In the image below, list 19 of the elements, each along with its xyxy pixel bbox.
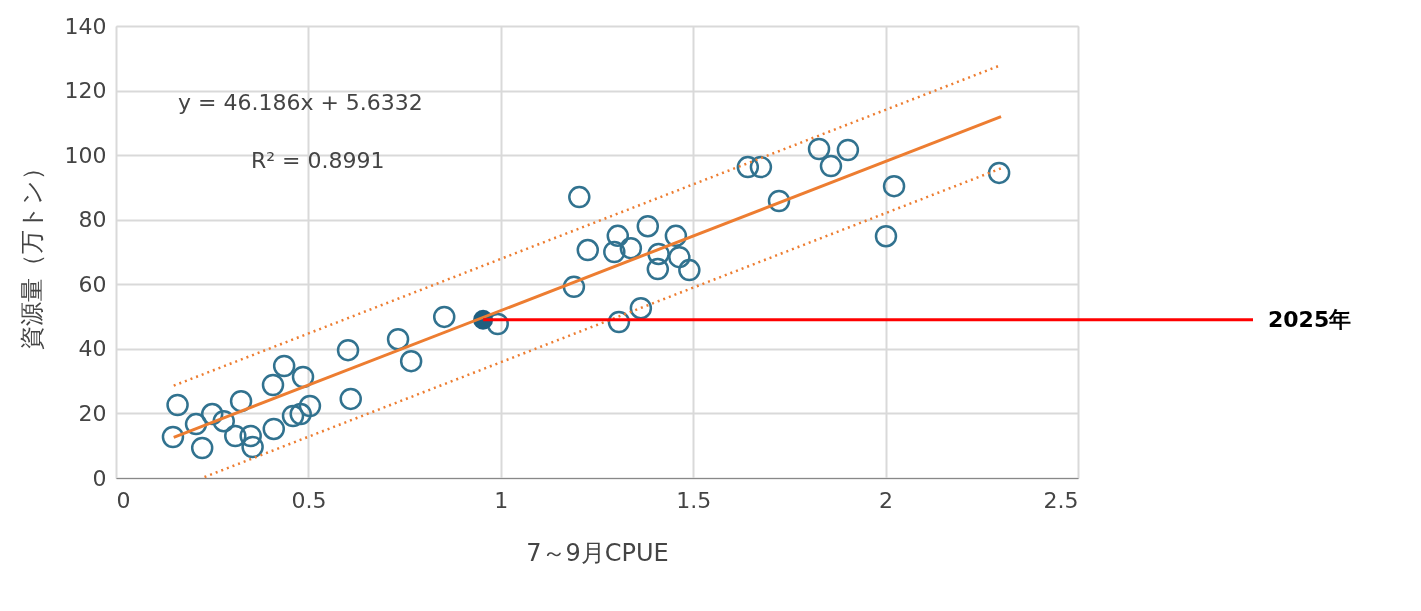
y-axis-title: 資源量（万トン） (17, 155, 46, 350)
annotation: y = 46.186x + 5.6332 (178, 90, 423, 115)
x-axis-title: 7～9月CPUE (526, 538, 669, 567)
x-tick-label: 2 (879, 487, 894, 513)
x-tick-label: 1.5 (676, 487, 712, 513)
y-tick-label: 100 (64, 142, 107, 168)
y-tick-label: 80 (78, 207, 107, 233)
annotation: R² = 0.8991 (251, 148, 385, 173)
x-tick-label: 0.5 (291, 487, 327, 513)
x-tick-label: 0 (116, 487, 131, 513)
x-tick-label: 2.5 (1043, 487, 1079, 513)
y-tick-label: 0 (92, 465, 107, 491)
y-tick-label: 60 (78, 271, 107, 297)
y-tick-label: 40 (78, 336, 107, 362)
y-tick-label: 140 (64, 13, 107, 39)
x-tick-label: 1 (494, 487, 509, 513)
annotation: 2025年 (1268, 306, 1352, 332)
y-tick-label: 120 (64, 78, 107, 104)
y-tick-label: 20 (78, 400, 107, 426)
